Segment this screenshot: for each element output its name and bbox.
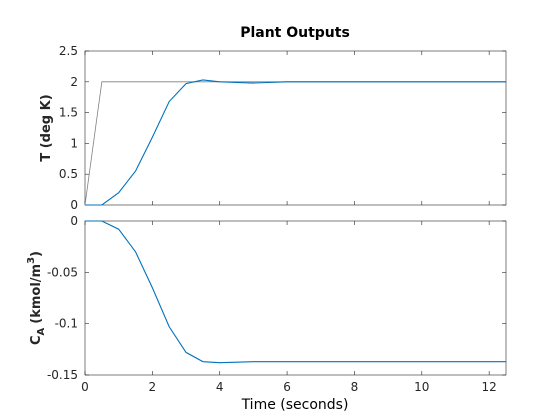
x-tick-label: 8	[351, 380, 359, 394]
y-tick-label: 1	[70, 136, 78, 150]
y-tick-label: 1.5	[59, 106, 78, 120]
top-axes-frame	[84, 50, 507, 206]
bottom-y-label-close: )	[29, 251, 44, 257]
bottom-y-label-sub: A	[36, 327, 47, 335]
y-tick-label: 2.5	[59, 44, 78, 58]
bottom-y-label-sup: 3	[26, 257, 37, 264]
y-tick-label: 0.5	[59, 167, 78, 181]
bottom-axes-ticks: 0 2 4 6 8 10 12 0 -0.05 -0.1 -0.15	[47, 214, 506, 394]
x-tick-label: 12	[482, 380, 497, 394]
bottom-axes-lines	[85, 220, 506, 364]
top-axes-ticks: 0 0.5 1 1.5 2 2.5	[59, 44, 506, 212]
top-axes-lines	[84, 79, 506, 206]
x-tick-label: 2	[149, 380, 157, 394]
chart-title: Plant Outputs	[240, 25, 350, 41]
top-axes: 0 0.5 1 1.5 2 2.5 Plant Outputs T (deg K)	[39, 25, 507, 212]
bottom-y-label-unit: (kmol/m	[29, 264, 44, 324]
y-tick-label: -0.1	[55, 317, 78, 331]
y-tick-label: 2	[70, 75, 78, 89]
bottom-y-axis-label: CA (kmol/m3)	[26, 251, 47, 345]
bottom-y-label-main: C	[29, 335, 44, 345]
x-tick-label: 10	[414, 380, 429, 394]
y-tick-label: -0.15	[47, 368, 78, 382]
x-tick-label: 0	[81, 380, 89, 394]
bottom-axes: 0 2 4 6 8 10 12 0 -0.05 -0.1 -0.15 CA (kmol/m3) Tim…	[26, 214, 507, 413]
bottom-axes-frame	[84, 220, 507, 376]
x-axis-label: Time (seconds)	[241, 397, 349, 413]
y-tick-label: 0	[70, 198, 78, 212]
y-tick-label: -0.05	[47, 265, 78, 279]
y-tick-label: 0	[70, 214, 78, 228]
top-y-axis-label: T (deg K)	[39, 94, 54, 161]
output-line	[85, 79, 506, 206]
output-line	[85, 220, 506, 364]
x-tick-label: 6	[283, 380, 291, 394]
x-tick-label: 4	[216, 380, 224, 394]
